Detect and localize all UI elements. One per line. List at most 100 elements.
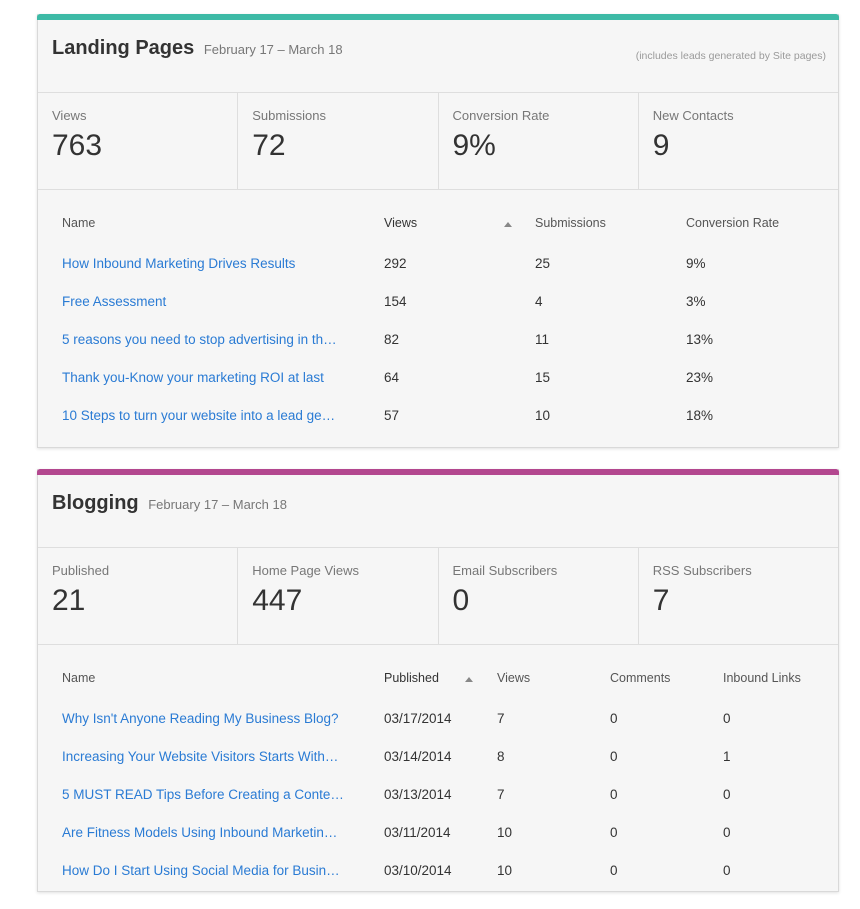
- stat-email-subscribers: Email Subscribers 0: [439, 548, 639, 644]
- blog-post-link[interactable]: Are Fitness Models Using Inbound Marketi…: [62, 825, 338, 840]
- conversion-rate-value: 9%: [686, 256, 706, 271]
- landing-pages-header: Landing Pages February 17 – March 18 (in…: [38, 20, 838, 93]
- blog-post-link[interactable]: Increasing Your Website Visitors Starts …: [62, 749, 339, 764]
- stat-value: 0: [452, 584, 470, 617]
- column-header-views[interactable]: Views: [497, 671, 531, 685]
- stat-label: Home Page Views: [252, 563, 359, 578]
- submissions-value: 4: [535, 294, 543, 309]
- blogging-card: Blogging February 17 – March 18 Publishe…: [37, 469, 839, 892]
- blogging-date-range: February 17 – March 18: [148, 497, 287, 512]
- inbound-links-value: 1: [723, 749, 731, 764]
- landing-pages-note: (includes leads generated by Site pages): [635, 50, 826, 62]
- stat-home-page-views: Home Page Views 447: [238, 548, 439, 644]
- conversion-rate-value: 3%: [686, 294, 706, 309]
- table-row: 10 Steps to turn your website into a lea…: [38, 408, 838, 428]
- comments-value: 0: [610, 863, 618, 878]
- sort-ascending-icon[interactable]: [465, 677, 473, 682]
- landing-page-link[interactable]: 10 Steps to turn your website into a lea…: [62, 408, 336, 423]
- stat-value: 763: [52, 129, 103, 162]
- inbound-links-value: 0: [723, 863, 731, 878]
- views-value: 154: [384, 294, 407, 309]
- landing-pages-date-range: February 17 – March 18: [203, 42, 343, 57]
- table-row: How Do I Start Using Social Media for Bu…: [38, 863, 838, 883]
- table-row: Increasing Your Website Visitors Starts …: [38, 749, 838, 769]
- conversion-rate-value: 18%: [686, 408, 714, 423]
- blogging-stats: Published 21 Home Page Views 447 Email S…: [38, 548, 838, 645]
- card-title: Blogging February 17 – March 18: [52, 492, 287, 515]
- stat-value: 9%: [452, 129, 496, 162]
- landing-pages-card: Landing Pages February 17 – March 18 (in…: [37, 14, 839, 448]
- stat-views: Views 763: [38, 93, 239, 189]
- comments-value: 0: [610, 787, 618, 802]
- stat-new-contacts: New Contacts 9: [639, 93, 838, 189]
- table-row: Why Isn't Anyone Reading My Business Blo…: [38, 711, 838, 731]
- stat-label: RSS Subscribers: [652, 563, 752, 578]
- landing-pages-title: Landing Pages: [52, 37, 195, 59]
- blog-post-link[interactable]: 5 MUST READ Tips Before Creating a Conte…: [62, 787, 344, 802]
- column-header-views[interactable]: Views: [384, 216, 418, 230]
- views-value: 82: [384, 332, 400, 347]
- landing-pages-stats: Views 763 Submissions 72 Conversion Rate…: [38, 93, 838, 190]
- landing-page-link[interactable]: Thank you-Know your marketing ROI at las…: [62, 370, 324, 385]
- views-value: 10: [497, 863, 513, 878]
- table-header: Name Views Submissions Conversion Rate: [38, 216, 838, 236]
- stat-value: 7: [652, 584, 670, 617]
- submissions-value: 11: [535, 332, 550, 347]
- stat-rss-subscribers: RSS Subscribers 7: [639, 548, 838, 644]
- blogging-title: Blogging: [52, 492, 139, 514]
- views-value: 57: [384, 408, 400, 423]
- stat-label: Submissions: [252, 108, 326, 123]
- inbound-links-value: 0: [723, 787, 731, 802]
- submissions-value: 10: [535, 408, 551, 423]
- conversion-rate-value: 13%: [686, 332, 714, 347]
- table-row: How Inbound Marketing Drives Results 292…: [38, 256, 838, 276]
- comments-value: 0: [610, 711, 618, 726]
- table-row: Are Fitness Models Using Inbound Marketi…: [38, 825, 838, 845]
- landing-pages-accent-bar: [37, 14, 839, 20]
- inbound-links-value: 0: [723, 711, 731, 726]
- inbound-links-value: 0: [723, 825, 731, 840]
- stat-label: New Contacts: [652, 108, 734, 123]
- landing-page-link[interactable]: Free Assessment: [62, 294, 167, 309]
- views-value: 64: [384, 370, 400, 385]
- comments-value: 0: [610, 825, 618, 840]
- stat-label: Views: [52, 108, 87, 123]
- blogging-header: Blogging February 17 – March 18: [38, 475, 838, 548]
- column-header-name[interactable]: Name: [62, 216, 96, 230]
- conversion-rate-value: 23%: [686, 370, 714, 385]
- blogging-accent-bar: [37, 469, 839, 475]
- views-value: 8: [497, 749, 505, 764]
- stat-value: 21: [52, 584, 86, 617]
- stat-label: Email Subscribers: [452, 563, 558, 578]
- stat-value: 72: [252, 129, 286, 162]
- published-date: 03/11/2014: [384, 825, 451, 840]
- table-header: Name Published Views Comments Inbound Li…: [38, 671, 838, 691]
- stat-conversion-rate: Conversion Rate 9%: [439, 93, 639, 189]
- blog-post-link[interactable]: Why Isn't Anyone Reading My Business Blo…: [62, 711, 339, 726]
- column-header-comments[interactable]: Comments: [610, 671, 671, 685]
- sort-ascending-icon[interactable]: [504, 222, 512, 227]
- published-date: 03/13/2014: [384, 787, 452, 802]
- stat-submissions: Submissions 72: [238, 93, 439, 189]
- stat-value: 9: [652, 129, 670, 162]
- table-row: Free Assessment 154 4 3%: [38, 294, 838, 314]
- table-row: 5 MUST READ Tips Before Creating a Conte…: [38, 787, 838, 807]
- landing-page-link[interactable]: How Inbound Marketing Drives Results: [62, 256, 296, 271]
- card-title: Landing Pages February 17 – March 18: [52, 37, 343, 60]
- views-value: 292: [384, 256, 407, 271]
- column-header-published[interactable]: Published: [384, 671, 439, 685]
- blog-post-link[interactable]: How Do I Start Using Social Media for Bu…: [62, 863, 340, 878]
- submissions-value: 15: [535, 370, 551, 385]
- views-value: 7: [497, 787, 505, 802]
- column-header-name[interactable]: Name: [62, 671, 96, 685]
- column-header-submissions[interactable]: Submissions: [535, 216, 606, 230]
- column-header-conversion-rate[interactable]: Conversion Rate: [686, 216, 780, 230]
- stat-published: Published 21: [38, 548, 239, 644]
- stat-label: Conversion Rate: [452, 108, 550, 123]
- submissions-value: 25: [535, 256, 551, 271]
- stat-value: 447: [252, 584, 303, 617]
- column-header-inbound-links[interactable]: Inbound Links: [723, 671, 801, 685]
- table-row: 5 reasons you need to stop advertising i…: [38, 332, 838, 352]
- published-date: 03/10/2014: [384, 863, 452, 878]
- landing-page-link[interactable]: 5 reasons you need to stop advertising i…: [62, 332, 337, 347]
